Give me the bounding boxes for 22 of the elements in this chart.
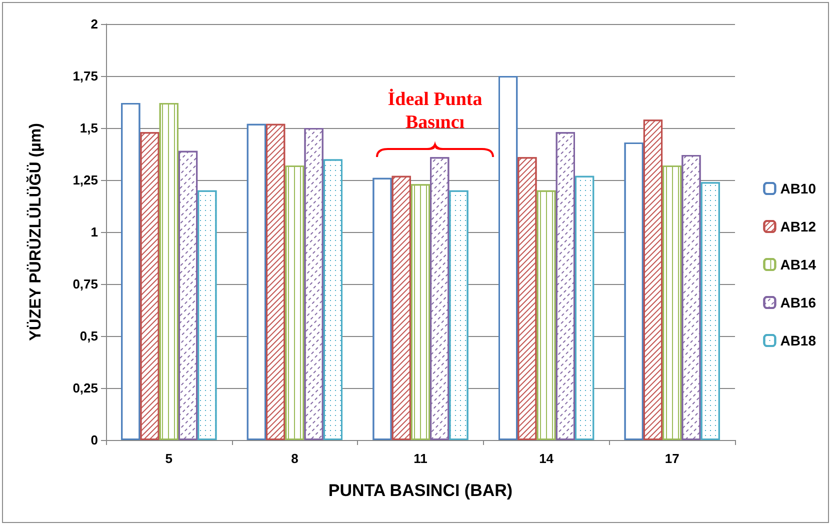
y-tick-label: 1,5 bbox=[80, 120, 98, 136]
legend-label: AB14 bbox=[780, 256, 816, 272]
y-tick-label: 0,5 bbox=[80, 328, 98, 344]
x-tick-label: 8 bbox=[291, 451, 298, 466]
x-tick-label: 5 bbox=[165, 451, 173, 466]
legend-label: AB10 bbox=[780, 180, 816, 196]
y-tick-label: 1,75 bbox=[72, 68, 98, 84]
y-tick-label: 2 bbox=[90, 16, 98, 32]
y-tick-label: 0,75 bbox=[72, 276, 98, 292]
y-tick-label: 0 bbox=[90, 432, 98, 448]
x-tick-label: 17 bbox=[664, 451, 680, 466]
x-axis-title: PUNTA BASINCI (BAR) bbox=[328, 481, 513, 500]
legend-label: AB18 bbox=[780, 332, 816, 348]
annotation: İdeal Punta Basıncı bbox=[386, 88, 484, 134]
y-tick-label: 0,25 bbox=[72, 380, 98, 396]
legend-label: AB16 bbox=[780, 294, 816, 310]
x-tick-label: 11 bbox=[414, 451, 428, 466]
y-tick-label: 1 bbox=[90, 224, 98, 240]
legend-label: AB12 bbox=[780, 218, 816, 234]
y-tick-label: 1,25 bbox=[72, 172, 98, 188]
y-axis-title: YÜZEY PÜRÜZLÜLÜĞÜ (µm) bbox=[26, 123, 44, 341]
x-tick-label: 14 bbox=[539, 451, 554, 466]
